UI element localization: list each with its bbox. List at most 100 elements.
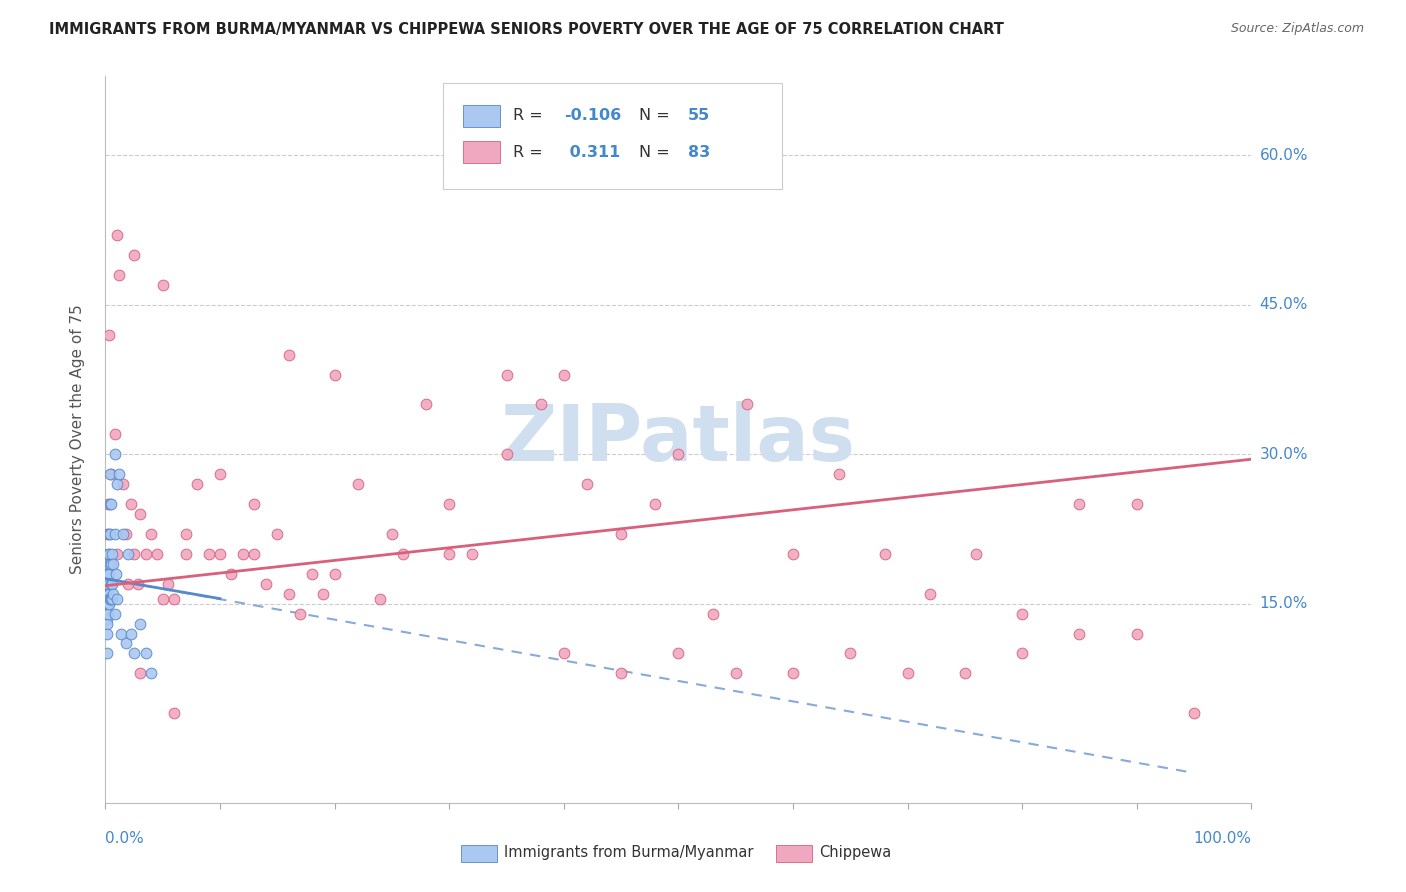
Point [97, 607, 120, 621]
Point [128, 616, 150, 631]
Point [157, 576, 180, 591]
Point [122, 647, 145, 661]
Point [100, 591, 122, 606]
Point [323, 566, 346, 581]
Text: 0.0%: 0.0% [105, 830, 145, 846]
Point [98, 557, 121, 571]
Point [120, 497, 142, 511]
Point [243, 547, 266, 561]
Point [98, 467, 121, 482]
Point [98, 497, 121, 511]
Point [392, 547, 415, 561]
Point [105, 591, 128, 606]
Point [135, 547, 157, 561]
Point [97, 557, 120, 571]
Point [1125, 497, 1147, 511]
Point [127, 576, 149, 591]
Point [100, 557, 122, 571]
Point [101, 576, 124, 591]
Point [100, 467, 122, 482]
Point [141, 666, 163, 681]
Text: 30.0%: 30.0% [1260, 447, 1308, 462]
Point [96, 591, 118, 606]
Text: N =: N = [640, 145, 675, 160]
Point [965, 547, 987, 561]
Point [277, 348, 299, 362]
Point [221, 566, 243, 581]
Text: R =: R = [513, 145, 548, 160]
Point [98, 527, 121, 541]
Point [97, 587, 120, 601]
Point [186, 477, 208, 491]
Point [115, 527, 138, 541]
Point [97, 547, 120, 561]
Point [117, 547, 139, 561]
Point [96, 587, 118, 601]
Point [1011, 607, 1033, 621]
Point [152, 591, 174, 606]
Point [1069, 626, 1091, 640]
Point [724, 666, 747, 681]
Point [120, 626, 142, 640]
Point [1069, 497, 1091, 511]
Text: 15.0%: 15.0% [1260, 596, 1308, 611]
Point [122, 547, 145, 561]
FancyBboxPatch shape [776, 845, 813, 863]
FancyBboxPatch shape [461, 845, 498, 863]
Point [610, 527, 633, 541]
Text: Immigrants from Burma/Myanmar: Immigrants from Burma/Myanmar [505, 846, 754, 861]
Point [111, 477, 134, 491]
Text: 60.0%: 60.0% [1260, 148, 1308, 163]
Point [141, 527, 163, 541]
Point [104, 566, 127, 581]
Point [644, 497, 666, 511]
Point [96, 647, 118, 661]
Point [101, 547, 124, 561]
Point [96, 626, 118, 640]
Point [98, 591, 121, 606]
Point [553, 647, 575, 661]
Point [97, 497, 120, 511]
Point [735, 397, 758, 411]
Point [96, 527, 118, 541]
Point [243, 497, 266, 511]
Point [495, 447, 517, 461]
Point [97, 576, 120, 591]
Point [828, 467, 851, 482]
Point [174, 527, 197, 541]
Point [575, 477, 598, 491]
Point [97, 566, 120, 581]
Point [920, 587, 942, 601]
Point [96, 607, 118, 621]
Text: N =: N = [640, 108, 675, 123]
Text: R =: R = [513, 108, 548, 123]
Point [381, 527, 404, 541]
Point [346, 477, 368, 491]
Point [108, 268, 131, 282]
Point [312, 587, 335, 601]
Point [782, 547, 804, 561]
Point [117, 576, 139, 591]
Point [104, 607, 127, 621]
Point [100, 576, 122, 591]
Point [839, 647, 862, 661]
Point [146, 547, 169, 561]
Point [97, 597, 120, 611]
Point [370, 591, 392, 606]
Point [97, 591, 120, 606]
Point [666, 447, 689, 461]
Point [530, 397, 553, 411]
Point [103, 557, 125, 571]
Point [953, 666, 976, 681]
Point [232, 547, 254, 561]
Point [495, 368, 517, 382]
Text: -0.106: -0.106 [564, 108, 621, 123]
Text: Source: ZipAtlas.com: Source: ZipAtlas.com [1230, 22, 1364, 36]
Point [461, 547, 484, 561]
Point [103, 587, 125, 601]
Point [97, 566, 120, 581]
Point [100, 497, 122, 511]
Point [115, 636, 138, 650]
Point [1011, 647, 1033, 661]
Point [437, 497, 460, 511]
